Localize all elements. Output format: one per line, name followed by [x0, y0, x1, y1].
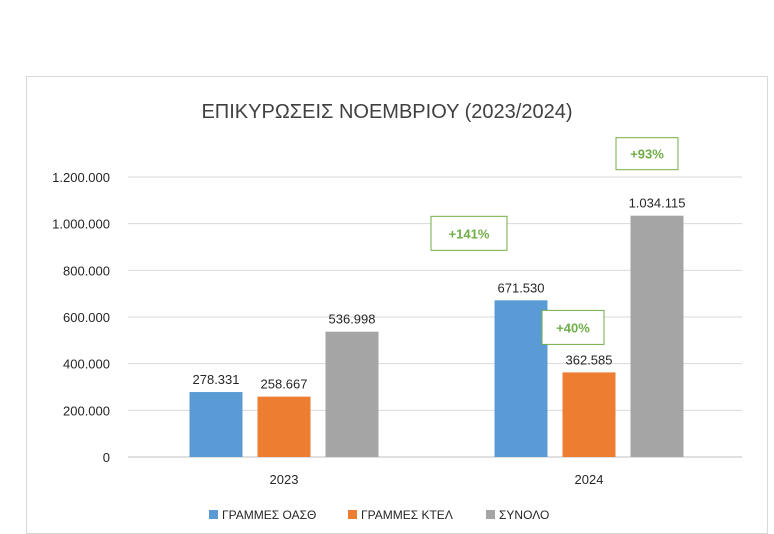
- annotation-box: [430, 215, 508, 251]
- legend-swatch: [486, 510, 495, 519]
- data-label: 258.667: [261, 377, 308, 392]
- annotation-label: +93%: [630, 147, 664, 162]
- annotation-box: [615, 137, 679, 171]
- chart-title: ΕΠΙΚΥΡΩΣΕΙΣ ΝΟΕΜΒΡΙΟΥ (2023/2024): [201, 101, 572, 123]
- bar-1-1: [562, 372, 616, 457]
- y-axis-ticks: 0 200.000 400.000 600.000 800.000 1.000.000 1.…: [52, 170, 110, 465]
- bar-1-0: [257, 396, 311, 457]
- annotations: +141% +40% +93%: [430, 137, 679, 345]
- x-tick-label: 2024: [575, 472, 604, 487]
- y-tick-label: 200.000: [63, 403, 110, 418]
- bar-2-1: [630, 215, 684, 457]
- y-tick-label: 0: [103, 450, 110, 465]
- y-tick-label: 400.000: [63, 357, 110, 372]
- data-label: 278.331: [193, 372, 240, 387]
- data-label: 1.034.115: [629, 196, 686, 211]
- x-tick-label: 2023: [270, 472, 299, 487]
- data-labels: 278.331 671.530 258.667 362.585 536.998 1.034…: [193, 196, 686, 392]
- legend-label: ΓΡΑΜΜΕΣ ΟΑΣΘ: [222, 508, 316, 522]
- bar-0-0: [189, 392, 243, 457]
- y-tick-label: 1.000.000: [52, 217, 110, 232]
- y-tick-label: 600.000: [63, 310, 110, 325]
- bar-2-0: [325, 331, 379, 457]
- legend-swatch: [209, 510, 218, 519]
- bars: [189, 215, 684, 457]
- annotation-label: +40%: [556, 320, 590, 335]
- y-tick-label: 800.000: [63, 263, 110, 278]
- data-label: 536.998: [329, 312, 376, 327]
- legend: ΓΡΑΜΜΕΣ ΟΑΣΘ ΓΡΑΜΜΕΣ ΚΤΕΛ ΣΥΝΟΛΟ: [209, 508, 549, 522]
- x-axis-ticks: 2023 2024: [270, 472, 604, 487]
- annotation-box: [541, 309, 605, 345]
- data-label: 362.585: [566, 352, 613, 367]
- legend-label: ΓΡΑΜΜΕΣ ΚΤΕΛ: [361, 508, 453, 522]
- y-tick-label: 1.200.000: [52, 170, 110, 185]
- bar-0-1: [494, 300, 548, 457]
- annotation-label: +141%: [449, 226, 490, 241]
- data-label: 671.530: [498, 280, 545, 295]
- legend-swatch: [348, 510, 357, 519]
- legend-label: ΣΥΝΟΛΟ: [499, 508, 549, 522]
